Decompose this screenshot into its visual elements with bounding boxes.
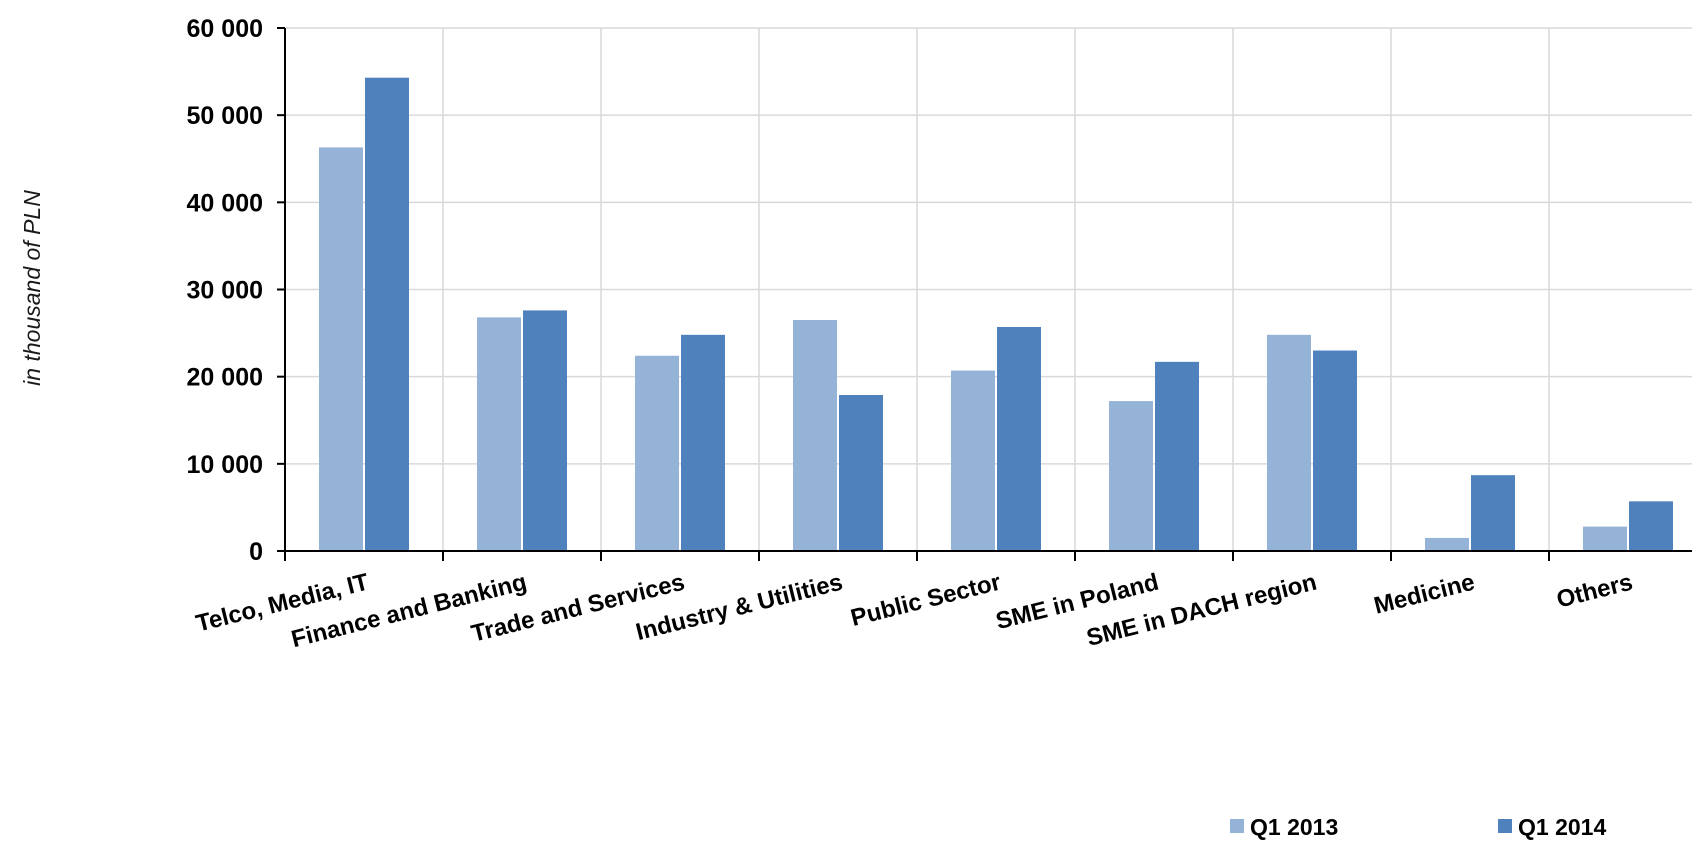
bar: [365, 77, 409, 551]
bar: [477, 317, 521, 551]
x-tick-label: Medicine: [1371, 569, 1477, 620]
legend: Q1 2013 Q1 2014: [1230, 814, 1606, 840]
legend-swatch: [1498, 819, 1512, 833]
y-tick-label: 20 000: [187, 364, 263, 392]
y-tick-label: 50 000: [187, 102, 263, 130]
bar: [1629, 501, 1673, 551]
bar: [319, 147, 363, 551]
bar: [839, 394, 883, 551]
bar: [635, 355, 679, 551]
y-tick-label: 0: [249, 538, 263, 566]
y-axis-label: in thousand of PLN: [19, 190, 45, 386]
legend-label: Q1 2013: [1250, 814, 1338, 840]
axes: [277, 27, 1692, 561]
bar: [951, 370, 995, 551]
y-tick-label: 10 000: [187, 451, 263, 479]
gridlines: [285, 27, 1692, 551]
legend-label: Q1 2014: [1518, 814, 1606, 840]
bar: [1267, 334, 1311, 551]
y-axis-tick-labels: 0 10 000 20 000 30 000 40 000 50 000 60 000: [187, 15, 263, 566]
x-tick-label: Others: [1554, 569, 1636, 614]
bar: [1313, 350, 1357, 551]
legend-swatch: [1230, 819, 1244, 833]
bar: [681, 334, 725, 551]
bar: [1583, 526, 1627, 551]
bar: [997, 326, 1041, 551]
x-tick-label: Public Sector: [848, 569, 1003, 632]
bar: [523, 310, 567, 551]
bar: [1109, 401, 1153, 551]
y-tick-label: 40 000: [187, 189, 263, 217]
bar: [1471, 475, 1515, 551]
bar: [1155, 361, 1199, 551]
bar: [793, 320, 837, 551]
y-tick-label: 60 000: [187, 15, 263, 43]
bars: [319, 77, 1673, 551]
y-tick-label: 30 000: [187, 277, 263, 305]
bar: [1425, 537, 1469, 551]
